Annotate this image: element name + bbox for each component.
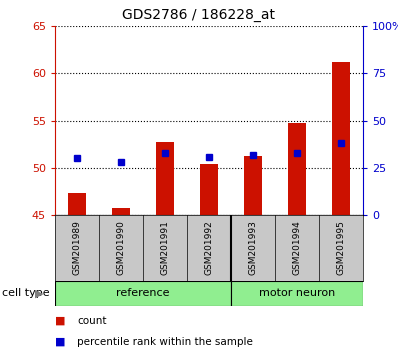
FancyBboxPatch shape [55, 281, 231, 306]
Text: count: count [77, 316, 106, 326]
Bar [200, 164, 218, 215]
Text: GSM201990: GSM201990 [117, 221, 125, 275]
Text: GSM201995: GSM201995 [336, 221, 345, 275]
Bar [332, 62, 350, 215]
Text: ■: ■ [55, 316, 66, 326]
Text: cell type: cell type [2, 289, 50, 298]
Text: GSM201992: GSM201992 [205, 221, 213, 275]
Bar [288, 124, 306, 215]
Text: motor neuron: motor neuron [259, 289, 335, 298]
Bar [112, 208, 130, 215]
Bar [156, 142, 174, 215]
Text: reference: reference [116, 289, 170, 298]
Text: percentile rank within the sample: percentile rank within the sample [77, 337, 253, 347]
Text: GSM201994: GSM201994 [293, 221, 302, 275]
Bar [244, 155, 262, 215]
Text: GDS2786 / 186228_at: GDS2786 / 186228_at [123, 8, 275, 22]
Bar [68, 193, 86, 215]
Text: GSM201993: GSM201993 [248, 221, 258, 275]
FancyBboxPatch shape [231, 281, 363, 306]
Text: ■: ■ [55, 337, 66, 347]
Text: ▶: ▶ [35, 289, 43, 298]
Text: GSM201989: GSM201989 [72, 221, 82, 275]
Text: GSM201991: GSM201991 [160, 221, 170, 275]
